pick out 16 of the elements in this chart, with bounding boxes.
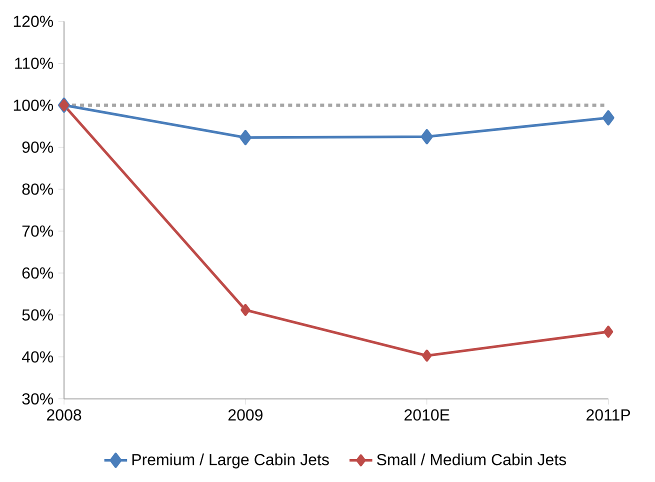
- y-tick-label: 70%: [22, 226, 54, 237]
- legend-label: Small / Medium Cabin Jets: [377, 454, 566, 466]
- y-tick-label: 90%: [22, 142, 54, 154]
- y-tick-label: 110%: [15, 58, 54, 70]
- y-tick-label: 120%: [14, 16, 54, 28]
- y-tick-label: 30%: [22, 393, 54, 405]
- x-tick-label: 2009: [228, 409, 262, 421]
- y-tick-label: 60%: [22, 268, 54, 279]
- y-tick-label: 100%: [14, 100, 54, 112]
- y-tick-label: 50%: [22, 310, 54, 321]
- y-tick-label: 40%: [22, 351, 54, 363]
- x-tick-label: 2010E: [404, 409, 450, 421]
- y-tick-label: 80%: [22, 184, 54, 196]
- legend-label: Premium / Large Cabin Jets: [132, 454, 329, 469]
- x-tick-label: 2011P: [586, 409, 630, 421]
- x-tick-label: 2008: [47, 409, 82, 421]
